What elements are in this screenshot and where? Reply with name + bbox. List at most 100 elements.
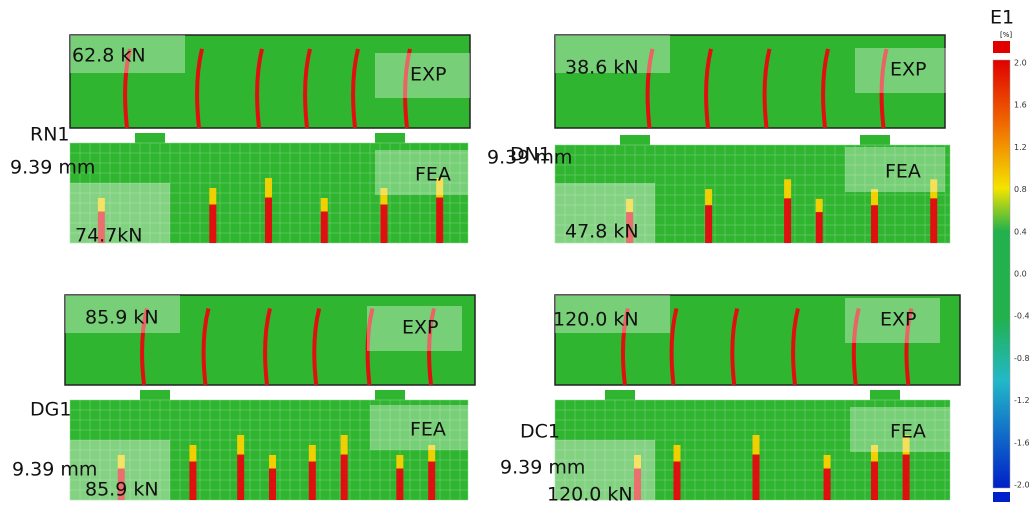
crack bbox=[312, 308, 322, 386]
fea-strain bbox=[380, 188, 388, 205]
label-box bbox=[375, 150, 475, 195]
crack bbox=[263, 308, 272, 386]
fea-strain bbox=[189, 461, 197, 500]
fea-strain bbox=[237, 454, 245, 500]
crack bbox=[730, 308, 740, 386]
fea-strain bbox=[705, 189, 713, 206]
exp-load: 120.0 kN bbox=[553, 309, 639, 331]
fea-tab bbox=[605, 390, 635, 400]
colorbar-tick: 1.6 bbox=[1014, 101, 1027, 110]
colorbar bbox=[992, 59, 1011, 489]
crack bbox=[195, 48, 204, 129]
fea-label: FEA bbox=[885, 161, 921, 183]
colorbar-tick: 2.0 bbox=[1014, 59, 1027, 68]
colorbar-tick: 0.4 bbox=[1014, 227, 1027, 236]
fea-label: FEA bbox=[415, 164, 451, 186]
crack bbox=[351, 48, 360, 129]
label-box bbox=[70, 440, 170, 500]
fea-strain bbox=[626, 212, 634, 243]
label-box bbox=[850, 407, 950, 452]
label-box bbox=[555, 295, 670, 333]
label-box bbox=[65, 295, 180, 333]
label-box bbox=[845, 298, 940, 343]
crack bbox=[123, 48, 132, 129]
exp-label: EXP bbox=[880, 309, 916, 331]
exp-load: 38.6 kN bbox=[565, 57, 639, 79]
fea-strain bbox=[823, 455, 831, 469]
fea-tab bbox=[135, 133, 165, 143]
fea-strain bbox=[396, 455, 404, 469]
label-box bbox=[555, 183, 655, 243]
fea-strain bbox=[902, 454, 910, 500]
fea-strain bbox=[815, 212, 823, 243]
fea-strain bbox=[436, 197, 444, 243]
fea-strain bbox=[871, 461, 878, 500]
displacement: 9.39 mm bbox=[10, 157, 95, 179]
crack bbox=[704, 48, 713, 129]
specimen-id: DG1 bbox=[30, 399, 71, 421]
fea-strain bbox=[752, 454, 760, 500]
fea-load: 74.7kN bbox=[75, 225, 143, 247]
label-box bbox=[845, 147, 945, 192]
fea-strain bbox=[308, 445, 316, 462]
fea-strain bbox=[269, 468, 276, 500]
fea-strain bbox=[209, 188, 217, 205]
label-box bbox=[70, 183, 170, 243]
label-box bbox=[855, 48, 950, 93]
fea-strain bbox=[380, 204, 388, 243]
fea-strain bbox=[189, 445, 197, 462]
fea-load: 85.9 kN bbox=[85, 479, 159, 501]
crack bbox=[140, 308, 149, 386]
fea-strain bbox=[237, 435, 245, 455]
fea-tab bbox=[140, 390, 170, 400]
fea-strain bbox=[823, 468, 831, 500]
colorbar-tick: -1.6 bbox=[1014, 438, 1029, 447]
colorbar-unit: [%] bbox=[1000, 31, 1012, 39]
crack bbox=[427, 308, 436, 386]
crack bbox=[821, 48, 830, 129]
displacement: 9.39 mm bbox=[12, 459, 97, 481]
colorbar-bottom bbox=[993, 492, 1010, 502]
fea-strain bbox=[436, 178, 444, 198]
fea-strain bbox=[269, 455, 276, 469]
specimen-id: RN1 bbox=[30, 124, 70, 146]
crack bbox=[645, 48, 655, 129]
exp-label: EXP bbox=[402, 317, 438, 339]
crack bbox=[255, 48, 264, 129]
fea-strain bbox=[117, 455, 125, 469]
fea-strain bbox=[634, 455, 641, 469]
fea-label: FEA bbox=[890, 421, 926, 443]
fea-strain bbox=[428, 461, 436, 500]
colorbar-tick: -2.0 bbox=[1014, 481, 1029, 490]
fea-strain bbox=[871, 189, 878, 206]
fea-strain bbox=[209, 204, 217, 243]
specimen-id: DN1 bbox=[510, 144, 551, 166]
crack bbox=[403, 48, 412, 129]
crack bbox=[904, 308, 914, 386]
crack bbox=[879, 48, 889, 129]
label-box bbox=[555, 35, 670, 73]
specimen-id: DC1 bbox=[520, 421, 560, 443]
exp-label: EXP bbox=[890, 59, 926, 81]
displacement: 9.39 mm bbox=[500, 457, 585, 479]
crack bbox=[851, 308, 861, 386]
fea-label: FEA bbox=[410, 419, 446, 441]
fea-strain bbox=[97, 211, 105, 243]
fea-mesh bbox=[554, 144, 951, 244]
fea-strain bbox=[320, 211, 328, 243]
colorbar-title: E1 bbox=[990, 7, 1014, 29]
crack bbox=[621, 308, 630, 386]
crack bbox=[365, 308, 375, 386]
fea-strain bbox=[902, 435, 910, 455]
fea-strain bbox=[930, 179, 938, 199]
exp-load: 85.9 kN bbox=[85, 307, 159, 329]
colorbar-top bbox=[993, 41, 1010, 53]
fea-strain bbox=[117, 468, 125, 500]
fea-strain bbox=[626, 198, 634, 213]
fea-strain bbox=[428, 445, 436, 462]
colorbar-tick: -1.2 bbox=[1014, 396, 1029, 405]
fea-strain bbox=[871, 445, 878, 462]
crack bbox=[762, 48, 772, 129]
fea-strain bbox=[752, 435, 760, 455]
